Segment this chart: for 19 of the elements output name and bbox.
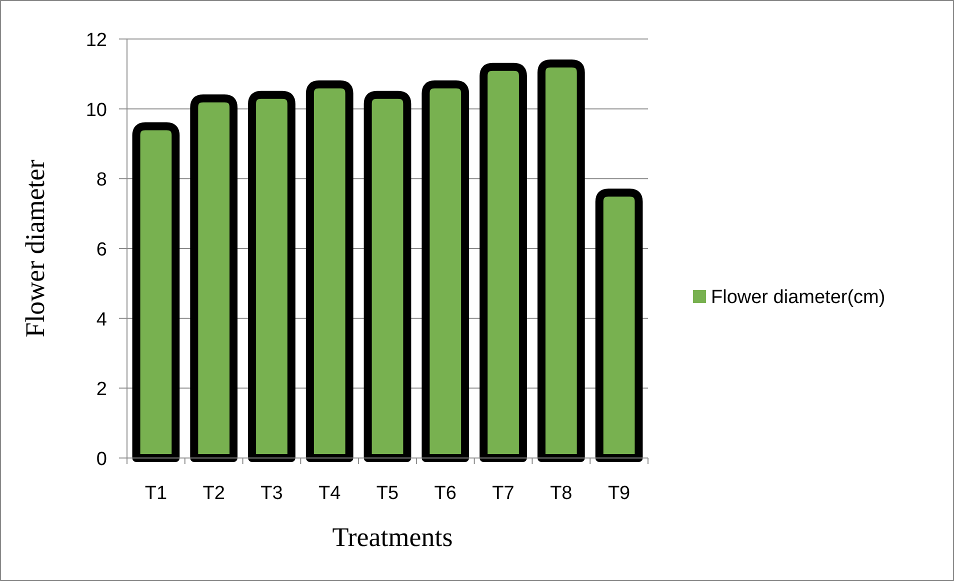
- y-tick-label: 2: [96, 379, 107, 400]
- x-tick-label: T1: [144, 483, 168, 504]
- x-tick-label: T4: [318, 483, 342, 504]
- x-tick-label: T8: [550, 483, 572, 504]
- x-tick-label: T6: [434, 483, 456, 504]
- y-tick-label: 10: [86, 100, 107, 121]
- y-tick-label: 8: [96, 170, 107, 191]
- y-tick-label: 12: [86, 30, 107, 51]
- x-tick-label: T7: [492, 483, 514, 504]
- y-tick-label: 0: [96, 449, 107, 470]
- x-axis-title: Treatments: [332, 522, 453, 552]
- x-tick-label: T9: [608, 483, 630, 504]
- y-tick-label: 4: [96, 309, 108, 330]
- y-tick-label: 6: [96, 240, 107, 260]
- x-tick-label: T5: [376, 483, 399, 504]
- x-tick-label: T3: [260, 483, 283, 504]
- text: Flower diameter(cm): [711, 287, 886, 308]
- y-axis-title: Flower diameter: [20, 160, 50, 338]
- x-tick-label: T2: [202, 483, 225, 504]
